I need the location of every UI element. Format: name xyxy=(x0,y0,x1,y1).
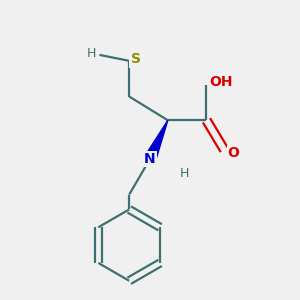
Text: H: H xyxy=(87,47,97,60)
Text: N: N xyxy=(144,152,156,166)
Text: O: O xyxy=(227,146,239,160)
Text: OH: OH xyxy=(209,75,233,88)
Text: S: S xyxy=(131,52,141,66)
Text: H: H xyxy=(180,167,189,180)
Polygon shape xyxy=(145,120,168,161)
